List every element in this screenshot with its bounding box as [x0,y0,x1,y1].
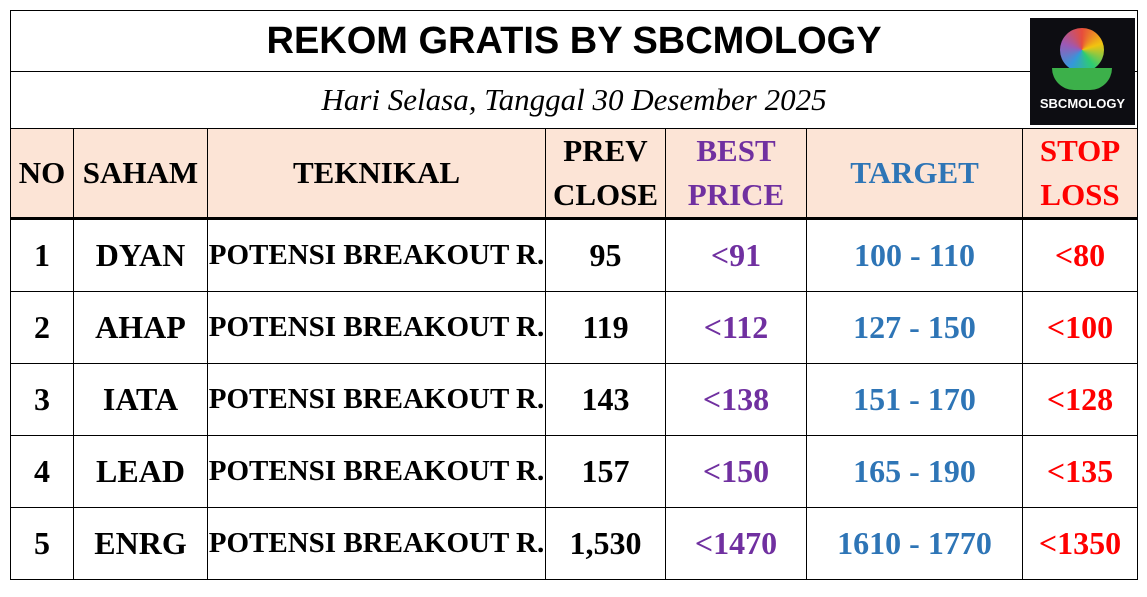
cell: 119 [545,291,666,364]
cell: POTENSI BREAKOUT R. [207,291,546,364]
cell: 1,530 [545,507,666,580]
cell: <128 [1021,363,1139,436]
cell: 2 [10,291,74,364]
header-line: SAHAM [82,155,199,190]
header-cell: NO [10,128,74,220]
header-cell: SAHAM [73,128,208,220]
title: REKOM GRATIS BY SBCMOLOGY [9,10,1139,72]
logo-text: SBCMOLOGY [1039,96,1126,111]
cell: LEAD [73,435,208,508]
cell: <1470 [665,507,807,580]
header-cell: BEST PRICE [665,128,807,220]
cell: <100 [1021,291,1139,364]
cell: ENRG [73,507,208,580]
cell: AHAP [73,291,208,364]
header-line: PRICE [687,177,785,212]
logo-flower [1060,28,1104,72]
cell: 1 [10,218,74,292]
header-row: NO SAHAM TEKNIKAL PREV CLOSE BEST PRICE TARGET S… [10,128,1139,220]
table-body: REKOM GRATIS BY SBCMOLOGY Hari Selasa, T… [9,10,1139,580]
header-cell: TARGET [806,128,1023,220]
cell: <112 [665,291,807,364]
cell: 151 - 170 [806,363,1023,436]
data-row: 4 LEAD POTENSI BREAKOUT R. 157 <150 165 - 190… [10,435,1139,508]
logo: SBCMOLOGY [1030,18,1135,125]
cell: POTENSI BREAKOUT R. [207,507,546,580]
header-line: NO [18,155,66,190]
cell: 165 - 190 [806,435,1023,508]
data-row: 5 ENRG POTENSI BREAKOUT R. 1,530 <1470 1610 -… [10,507,1139,580]
cell: <91 [665,218,807,292]
cell: 157 [545,435,666,508]
cell: 143 [545,363,666,436]
cell: 127 - 150 [806,291,1023,364]
header-cell: PREV CLOSE [545,128,666,220]
header-line: BEST [696,133,776,168]
header-line: TEKNIKAL [292,155,461,190]
header-cell: STOP LOSS [1021,128,1139,220]
header-line: PREV [563,133,648,168]
cell: 5 [10,507,74,580]
cell: POTENSI BREAKOUT R. [207,435,546,508]
cell: 3 [10,363,74,436]
data-row: 2 AHAP POTENSI BREAKOUT R. 119 <112 127 - 150… [10,291,1139,364]
cell: 100 - 110 [806,218,1023,292]
cell: <135 [1021,435,1139,508]
cell: <138 [665,363,807,436]
header-line: STOP [1039,133,1121,168]
cell: <150 [665,435,807,508]
header-cell: TEKNIKAL [207,128,546,220]
header-line: CLOSE [552,177,659,212]
cell: <80 [1021,218,1139,292]
cell: IATA [73,363,208,436]
data-row: 3 IATA POTENSI BREAKOUT R. 143 <138 151 - 170… [10,363,1139,436]
recommendation-table: REKOM GRATIS BY SBCMOLOGY Hari Selasa, T… [9,10,1139,580]
cell: POTENSI BREAKOUT R. [207,218,546,292]
subtitle: Hari Selasa, Tanggal 30 Desember 2025 [9,71,1139,129]
logo-hands [1052,68,1112,90]
cell: <1350 [1021,507,1139,580]
header-line: LOSS [1040,177,1120,212]
cell: DYAN [73,218,208,292]
cell: POTENSI BREAKOUT R. [207,363,546,436]
data-row: 1 DYAN POTENSI BREAKOUT R. 95 <91 100 - 110 <8… [10,218,1139,292]
header-line: TARGET [850,155,979,190]
cell: 4 [10,435,74,508]
cell: 95 [545,218,666,292]
cell: 1610 - 1770 [806,507,1023,580]
